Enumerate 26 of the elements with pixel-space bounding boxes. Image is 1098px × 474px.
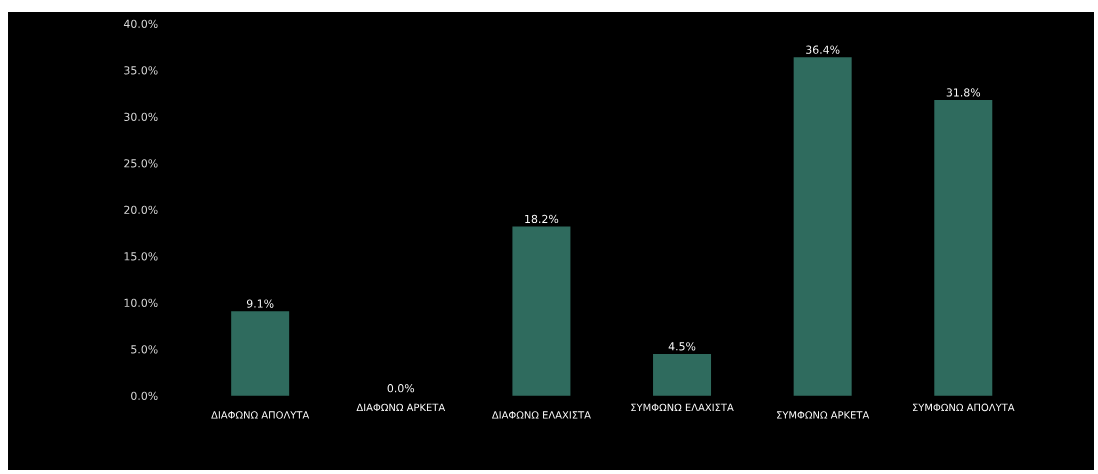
x-tick-label: ΔΙΑΦΩΝΩ ΕΛΑΧΙΣΤΑ [491,411,591,419]
data-label: 0.0% [387,384,415,393]
y-tick-label: 10.0% [124,298,158,308]
bar [231,311,290,396]
y-tick-label: 0.0% [131,391,158,401]
x-tick-label: ΣΥΜΦΩΝΩ ΑΡΚΕΤΑ [777,411,870,419]
data-label: 4.5% [668,342,696,351]
data-label: 31.8% [946,88,981,97]
y-tick-label: 15.0% [124,252,158,261]
y-tick-label: 35.0% [124,66,158,75]
data-label: 9.1% [246,299,274,308]
x-tick-label: ΣΥΜΦΩΝΩ ΑΠΟΛΥΤΑ [912,403,1015,412]
bar [793,57,852,396]
y-tick-label: 5.0% [131,345,158,354]
bar [653,354,712,396]
y-tick-label: 30.0% [124,112,158,122]
x-tick-label: ΔΙΑΦΩΝΩ ΑΡΚΕΤΑ [356,403,446,411]
data-label: 18.2% [525,214,559,224]
y-tick-label: 25.0% [124,159,158,168]
y-tick-label: 20.0% [124,205,158,215]
data-label: 36.4% [806,45,840,54]
y-tick-label: 40.0% [123,19,158,29]
bar [934,100,993,396]
bar [512,226,571,396]
x-tick-label: ΔΙΑΦΩΝΩ ΑΠΟΛΥΤΑ [211,411,310,419]
x-tick-label: ΣΥΜΦΩΝΩ ΕΛΑΧΙΣΤΑ [631,403,734,411]
